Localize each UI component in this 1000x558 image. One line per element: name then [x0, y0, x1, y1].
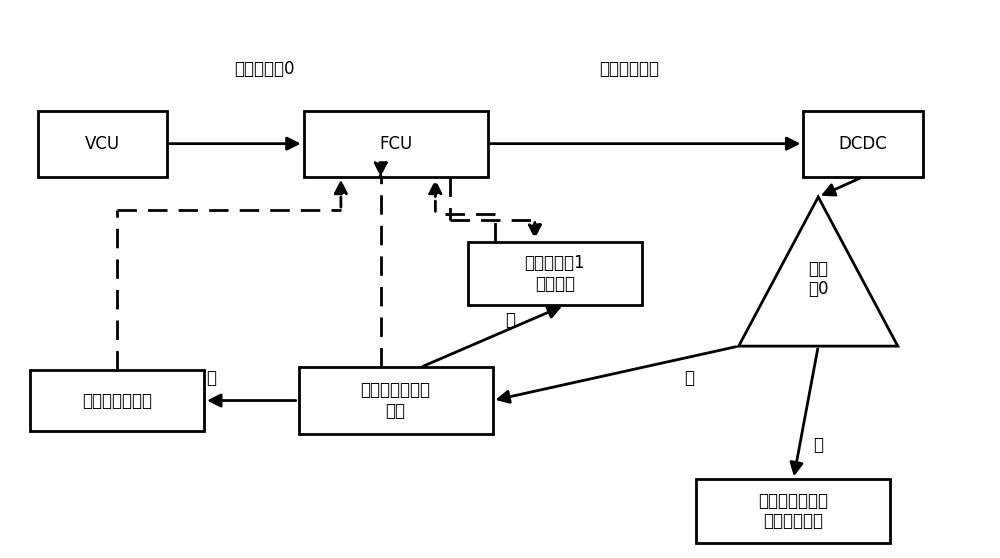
FancyBboxPatch shape — [38, 110, 167, 177]
FancyBboxPatch shape — [299, 367, 493, 434]
Text: VCU: VCU — [85, 134, 120, 153]
FancyBboxPatch shape — [696, 479, 890, 543]
FancyBboxPatch shape — [468, 242, 642, 305]
Text: FCU: FCU — [379, 134, 412, 153]
Text: 保持空压机转速
与节气门角度: 保持空压机转速 与节气门角度 — [758, 492, 828, 531]
FancyBboxPatch shape — [803, 110, 923, 177]
Text: 是: 是 — [813, 436, 823, 454]
Text: 调整节气门1
开启角度: 调整节气门1 开启角度 — [524, 254, 585, 293]
Text: 否: 否 — [505, 311, 515, 329]
Text: 电流
为0: 电流 为0 — [808, 259, 828, 299]
Text: 功率请求为0: 功率请求为0 — [234, 60, 295, 78]
FancyBboxPatch shape — [304, 110, 488, 177]
Text: DCDC: DCDC — [839, 134, 887, 153]
Text: 空压机大于最低
转速: 空压机大于最低 转速 — [361, 381, 431, 420]
Text: 否: 否 — [684, 369, 694, 387]
FancyBboxPatch shape — [30, 370, 204, 431]
Polygon shape — [739, 197, 898, 346]
Text: 降低空压机转速: 降低空压机转速 — [82, 392, 152, 410]
Text: 是: 是 — [207, 369, 217, 387]
Text: 读取输出电流: 读取输出电流 — [599, 60, 659, 78]
